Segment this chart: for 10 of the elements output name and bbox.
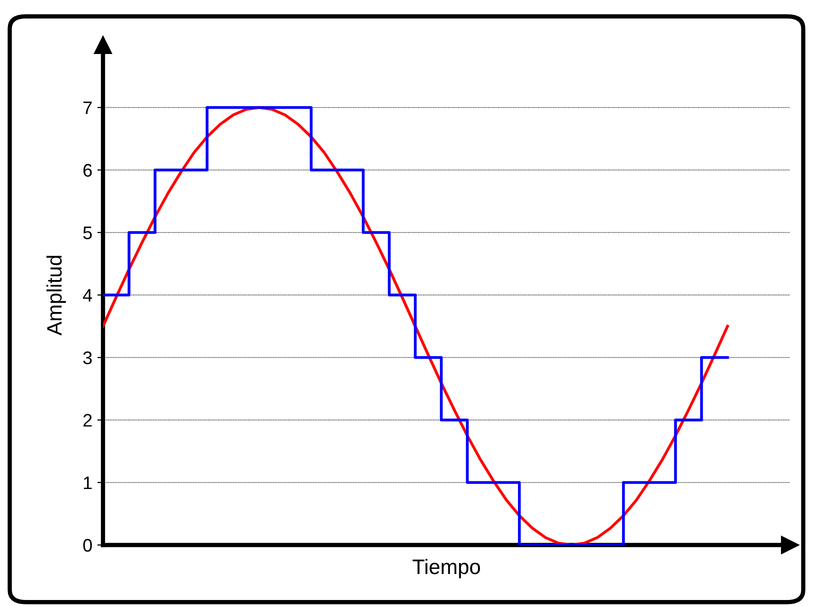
y-tick-label: 0 [83, 538, 92, 552]
y-tick-label: 6 [83, 164, 92, 177]
y-tick-label: 4 [82, 289, 92, 302]
y-tick-label: 3 [83, 351, 92, 364]
y-axis-title: Amplitud [46, 256, 66, 336]
x-axis-title: Tiempo [412, 558, 480, 578]
y-tick-label: 5 [83, 226, 92, 240]
y-tick-label: 7 [83, 102, 92, 114]
y-tick-label: 2 [83, 414, 92, 427]
y-tick-label: 1 [84, 476, 92, 490]
